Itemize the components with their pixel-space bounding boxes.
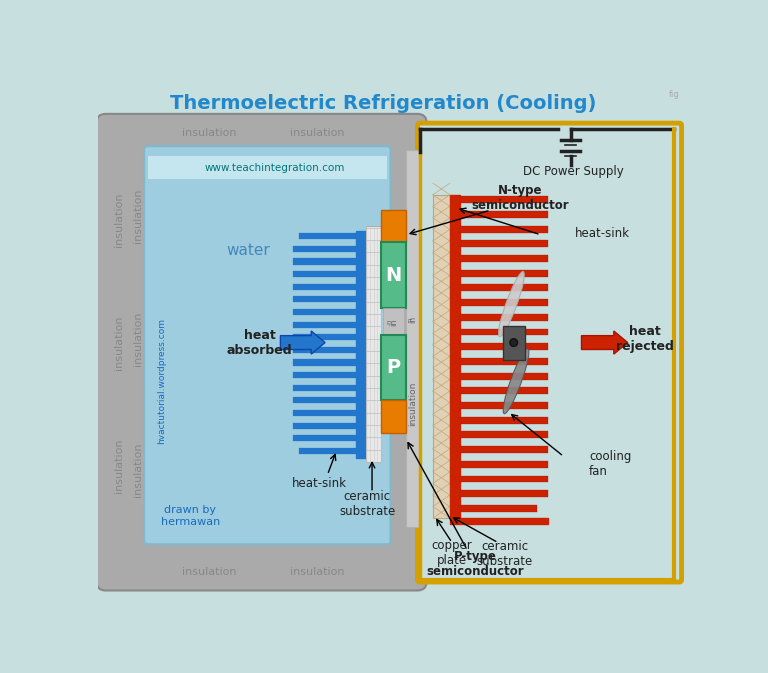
Bar bbox=[460, 299, 548, 306]
Bar bbox=[293, 385, 356, 391]
Bar bbox=[293, 322, 356, 328]
Text: heat
absorbed: heat absorbed bbox=[227, 328, 293, 357]
Text: hvactutorial.wordpress.com: hvactutorial.wordpress.com bbox=[157, 318, 167, 444]
Text: n: n bbox=[408, 317, 413, 322]
Text: water: water bbox=[227, 243, 270, 258]
Bar bbox=[382, 308, 405, 335]
Text: insulation: insulation bbox=[409, 382, 417, 427]
Bar bbox=[293, 246, 356, 252]
Text: N: N bbox=[386, 266, 402, 285]
Text: n: n bbox=[386, 320, 392, 324]
Bar bbox=[366, 225, 381, 462]
FancyBboxPatch shape bbox=[418, 123, 681, 582]
Ellipse shape bbox=[503, 349, 529, 414]
Text: insulation: insulation bbox=[133, 188, 143, 243]
Text: insulation: insulation bbox=[114, 192, 124, 246]
Text: ceramic
substrate: ceramic substrate bbox=[339, 490, 396, 518]
Text: drawn by
hermawan: drawn by hermawan bbox=[161, 505, 220, 526]
Bar bbox=[460, 343, 548, 350]
Bar bbox=[293, 347, 356, 353]
Bar bbox=[293, 372, 356, 378]
Text: insulation: insulation bbox=[133, 312, 143, 366]
Bar bbox=[381, 335, 406, 400]
Bar bbox=[460, 328, 548, 335]
Circle shape bbox=[510, 339, 518, 347]
Text: in: in bbox=[389, 318, 398, 326]
Bar bbox=[460, 225, 548, 233]
FancyBboxPatch shape bbox=[96, 114, 427, 590]
Text: www.teachintegration.com: www.teachintegration.com bbox=[205, 163, 345, 173]
Bar bbox=[293, 284, 356, 290]
Bar bbox=[450, 194, 460, 518]
Ellipse shape bbox=[498, 271, 525, 336]
Bar bbox=[460, 446, 548, 453]
Text: DC Power Supply: DC Power Supply bbox=[523, 165, 624, 178]
Bar bbox=[460, 270, 548, 277]
Text: insulation: insulation bbox=[290, 567, 345, 577]
Bar bbox=[293, 309, 356, 315]
Text: copper
plate: copper plate bbox=[432, 539, 472, 567]
FancyArrow shape bbox=[280, 331, 325, 354]
Bar bbox=[381, 210, 406, 242]
Bar bbox=[503, 326, 525, 359]
Text: ceramic
substrate: ceramic substrate bbox=[476, 540, 532, 568]
Bar bbox=[460, 373, 548, 380]
FancyArrow shape bbox=[581, 331, 627, 354]
FancyBboxPatch shape bbox=[144, 146, 390, 544]
Text: in: in bbox=[409, 316, 417, 323]
Text: heat-sink: heat-sink bbox=[575, 227, 631, 240]
Bar bbox=[460, 461, 548, 468]
Bar bbox=[293, 410, 356, 416]
Bar bbox=[293, 334, 356, 341]
Bar bbox=[293, 271, 356, 277]
Text: P-type
semiconductor: P-type semiconductor bbox=[426, 550, 524, 577]
Text: insulation: insulation bbox=[290, 128, 345, 138]
Bar bbox=[460, 476, 548, 483]
Bar bbox=[460, 314, 548, 321]
Bar bbox=[299, 448, 356, 454]
Bar bbox=[148, 156, 386, 179]
Text: insulation: insulation bbox=[182, 128, 237, 138]
Text: heat
rejected: heat rejected bbox=[616, 324, 674, 353]
Bar bbox=[460, 285, 548, 291]
Bar bbox=[433, 194, 450, 518]
Bar bbox=[460, 388, 548, 394]
Bar bbox=[356, 231, 366, 458]
Bar bbox=[293, 258, 356, 264]
Text: fig: fig bbox=[668, 90, 679, 99]
Text: insulation: insulation bbox=[114, 316, 124, 369]
Text: heat-sink: heat-sink bbox=[292, 477, 347, 490]
Bar bbox=[460, 240, 548, 247]
Bar bbox=[381, 400, 406, 433]
Bar bbox=[293, 435, 356, 441]
Text: insulation: insulation bbox=[114, 439, 124, 493]
Bar bbox=[450, 518, 548, 524]
Text: insulation: insulation bbox=[182, 567, 237, 577]
Text: N-type
semiconductor: N-type semiconductor bbox=[471, 184, 568, 212]
Bar bbox=[293, 296, 356, 302]
Bar bbox=[460, 255, 548, 262]
Bar bbox=[299, 234, 356, 240]
Bar bbox=[381, 242, 406, 308]
Bar bbox=[293, 359, 356, 365]
Bar bbox=[406, 150, 420, 528]
Text: cooling
fan: cooling fan bbox=[589, 450, 631, 479]
Bar bbox=[293, 423, 356, 429]
Bar bbox=[460, 431, 548, 438]
Text: Thermoelectric Refrigeration (Cooling): Thermoelectric Refrigeration (Cooling) bbox=[170, 94, 596, 113]
Bar bbox=[460, 402, 548, 409]
Bar bbox=[460, 211, 548, 218]
Bar bbox=[460, 358, 548, 365]
Bar bbox=[460, 417, 548, 424]
Text: insulation: insulation bbox=[133, 442, 143, 497]
Text: P: P bbox=[386, 358, 401, 377]
Bar bbox=[293, 397, 356, 403]
Bar bbox=[460, 490, 548, 497]
Bar bbox=[460, 505, 537, 512]
Bar bbox=[460, 197, 548, 203]
